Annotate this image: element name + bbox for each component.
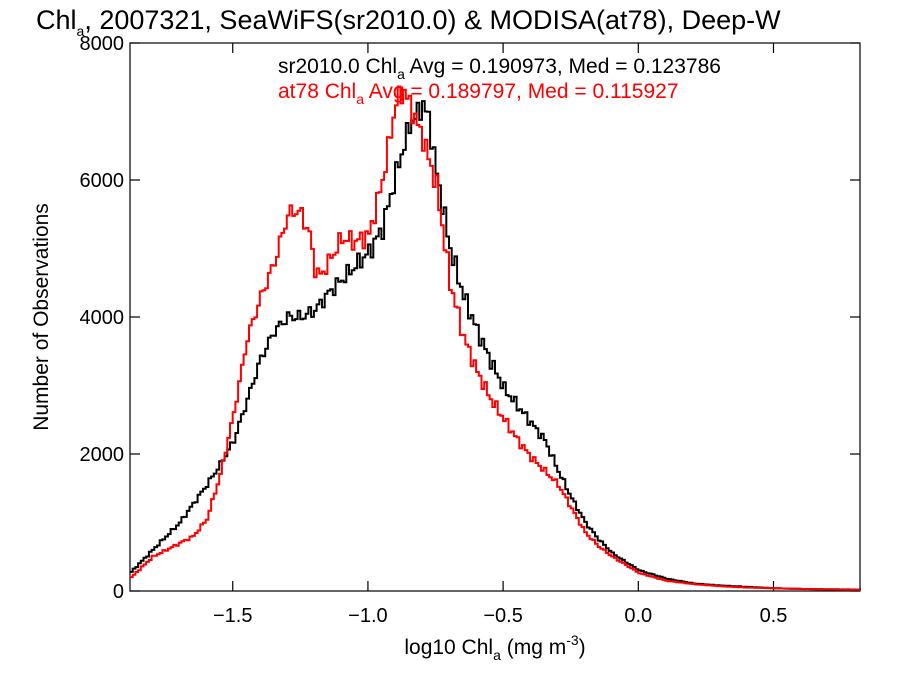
x-axis-label-sub: a (493, 647, 501, 663)
y-tick-label: 0 (113, 581, 124, 603)
x-tick-label: −1.5 (213, 605, 252, 627)
legend-entry-sr2010: sr2010.0 Chla Avg = 0.190973, Med = 0.12… (278, 55, 721, 82)
y-tick-label: 2000 (80, 444, 125, 466)
x-axis-label-pre: log10 Chl (404, 636, 493, 659)
chart-title-post: , 2007321, SeaWiFS(sr2010.0) & MODISA(at… (84, 5, 781, 35)
y-tick-label: 8000 (80, 33, 125, 55)
chart-title-sub: a (77, 23, 85, 39)
x-axis-label-mid: (mg m (501, 636, 566, 659)
x-tick-label: 0.0 (624, 605, 652, 627)
x-tick-label: −0.5 (483, 605, 522, 627)
legend-at78-pre: at78 Chl (278, 80, 356, 103)
y-tick-label: 6000 (80, 170, 125, 192)
series-layer (130, 85, 861, 591)
y-axis-label: Number of Observations (30, 203, 53, 431)
legend-sr2010-sub: a (397, 66, 405, 82)
legend-sr2010-post: Avg = 0.190973, Med = 0.123786 (405, 55, 721, 78)
legend-at78-sub: a (356, 91, 364, 107)
x-tick-label: −1.0 (348, 605, 387, 627)
x-axis-label-sup: -3 (566, 632, 579, 648)
series-line-0 (130, 100, 861, 591)
x-tick-label: 0.5 (760, 605, 788, 627)
legend-sr2010-pre: sr2010.0 Chl (278, 55, 397, 78)
x-axis-label-post: ) (579, 636, 586, 659)
chart-title-pre: Chl (36, 5, 77, 35)
legend-at78-post: Avg = 0.189797, Med = 0.115927 (364, 80, 679, 103)
legend-entry-at78: at78 Chla Avg = 0.189797, Med = 0.115927 (278, 80, 679, 107)
x-axis-label: log10 Chla (mg m-3) (404, 632, 585, 663)
series-line-1 (130, 85, 860, 591)
x-axis-ticks: −1.5 −1.0 −0.5 0.0 0.5 (213, 43, 787, 627)
y-axis-ticks: 0 2000 4000 6000 8000 (80, 33, 860, 603)
chart-title: Chla, 2007321, SeaWiFS(sr2010.0) & MODIS… (36, 5, 781, 39)
plot-frame (129, 42, 861, 592)
y-tick-label: 4000 (80, 307, 125, 329)
